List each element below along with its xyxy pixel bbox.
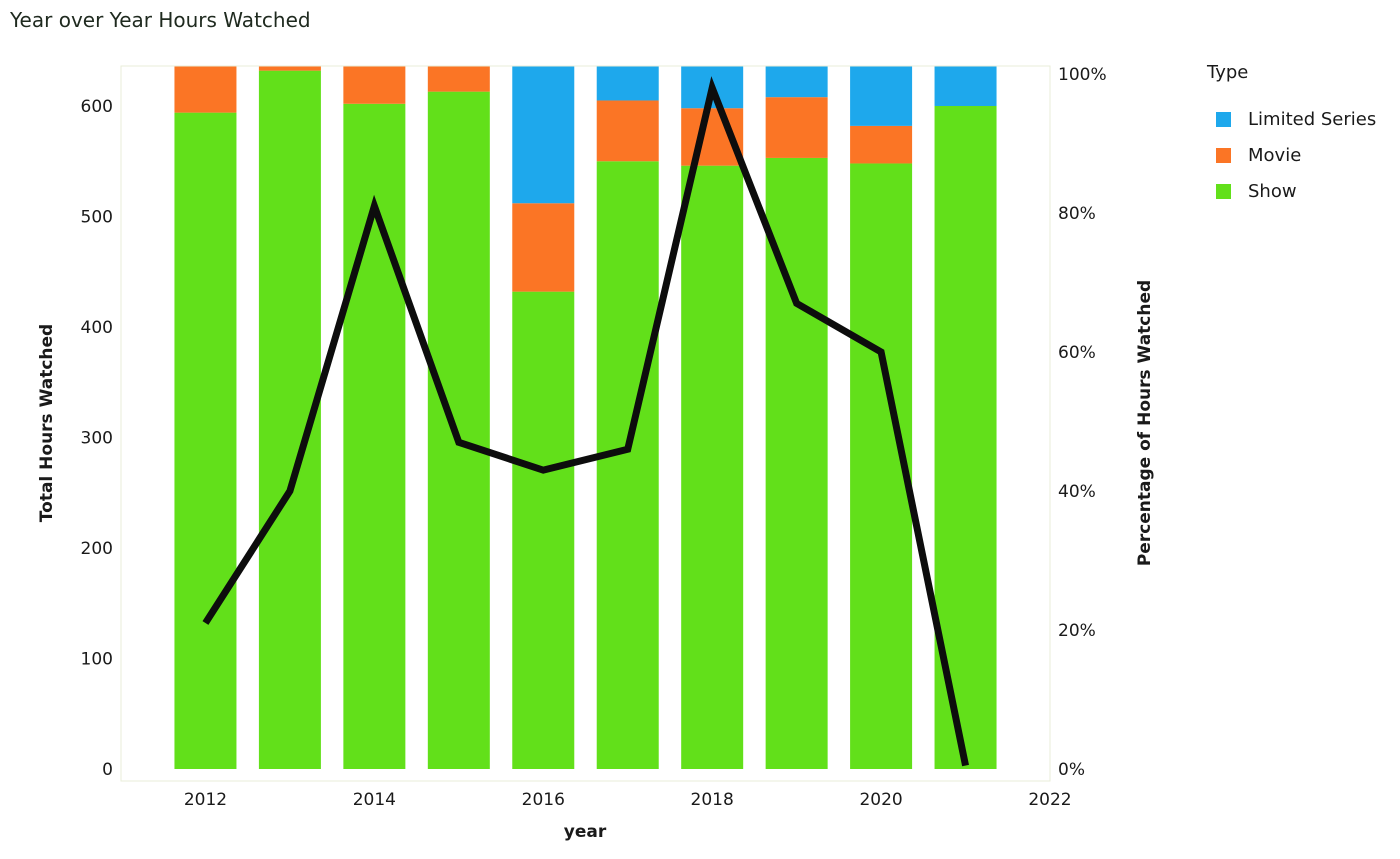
y2-axis-label: Percentage of Hours Watched bbox=[1135, 280, 1155, 566]
bar-limited-series-2016[interactable] bbox=[512, 66, 575, 204]
legend-item-show[interactable]: Show bbox=[1207, 173, 1376, 209]
y-tick-label: 0 bbox=[102, 760, 113, 780]
bar-show-2015[interactable] bbox=[427, 91, 490, 769]
y-tick-label: 500 bbox=[81, 208, 113, 228]
x-tick-label: 2020 bbox=[859, 790, 902, 810]
axis-layer: 2012 2014 2016 2018 2020 2022 0 100 200 300 400 500… bbox=[81, 65, 1107, 810]
y2-tick-label: 40% bbox=[1058, 482, 1096, 502]
legend-title: Type bbox=[1207, 62, 1249, 83]
legend-label-movie: Movie bbox=[1248, 144, 1302, 166]
bar-show-2018[interactable] bbox=[681, 165, 744, 770]
bar-movie-2014[interactable] bbox=[343, 66, 406, 104]
y2-tick-label: 100% bbox=[1058, 65, 1107, 85]
y2-tick-label: 20% bbox=[1058, 621, 1096, 641]
bars-layer bbox=[174, 66, 997, 770]
y-tick-label: 600 bbox=[81, 97, 113, 117]
y2-tick-label: 80% bbox=[1058, 204, 1096, 224]
chart-title: Year over Year Hours Watched bbox=[10, 8, 311, 32]
line-percentage-hours-watched[interactable] bbox=[202, 76, 969, 767]
legend-label-limited-series: Limited Series bbox=[1248, 108, 1377, 130]
x-tick-label: 2016 bbox=[522, 790, 565, 810]
x-tick-label: 2014 bbox=[353, 790, 396, 810]
y-axis-label: Total Hours Watched bbox=[37, 324, 57, 522]
bar-show-2017[interactable] bbox=[596, 161, 659, 769]
legend-item-movie[interactable]: Movie bbox=[1207, 137, 1376, 173]
bar-limited-series-2017[interactable] bbox=[596, 66, 659, 101]
x-tick-label: 2018 bbox=[691, 790, 734, 810]
x-tick-label: 2012 bbox=[184, 790, 227, 810]
legend-swatch-movie bbox=[1216, 147, 1231, 163]
y-tick-label: 400 bbox=[81, 318, 113, 338]
bar-movie-2015[interactable] bbox=[427, 66, 490, 92]
legend-swatch-show bbox=[1216, 183, 1231, 199]
bar-movie-2020[interactable] bbox=[850, 125, 913, 164]
line-layer bbox=[202, 76, 969, 767]
legend: Type Limited Series Movie Show bbox=[1207, 62, 1376, 209]
bar-limited-series-2019[interactable] bbox=[765, 66, 828, 98]
bar-limited-series-2021[interactable] bbox=[934, 66, 997, 106]
x-tick-label: 2022 bbox=[1028, 790, 1071, 810]
bar-limited-series-2020[interactable] bbox=[850, 66, 913, 126]
bar-movie-2017[interactable] bbox=[596, 100, 659, 162]
bar-show-2016[interactable] bbox=[512, 291, 575, 769]
x-axis-label: year bbox=[564, 822, 607, 842]
y2-tick-label: 0% bbox=[1058, 760, 1085, 780]
bar-movie-2019[interactable] bbox=[765, 97, 828, 158]
bar-movie-2016[interactable] bbox=[512, 203, 575, 292]
plot-frame bbox=[120, 65, 1051, 782]
y2-tick-label: 60% bbox=[1058, 343, 1096, 363]
y-tick-label: 200 bbox=[81, 539, 113, 559]
y-tick-label: 100 bbox=[81, 650, 113, 670]
bar-movie-2012[interactable] bbox=[174, 66, 237, 113]
bar-movie-2013[interactable] bbox=[258, 66, 321, 71]
legend-label-show: Show bbox=[1248, 180, 1297, 202]
bar-show-2012[interactable] bbox=[174, 112, 237, 769]
legend-swatch-limited-series bbox=[1216, 111, 1231, 127]
legend-item-limited-series[interactable]: Limited Series bbox=[1207, 101, 1376, 137]
y-tick-label: 300 bbox=[81, 429, 113, 449]
